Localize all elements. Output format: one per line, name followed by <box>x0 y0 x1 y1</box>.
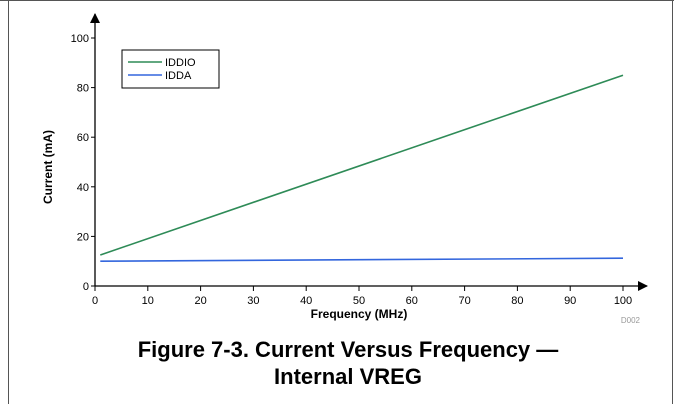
x-tick-label: 30 <box>247 295 259 307</box>
legend-box <box>121 49 220 89</box>
legend-label-iddio: IDDIO <box>165 57 196 69</box>
x-tick-label: 50 <box>353 295 365 307</box>
x-tick-label: 100 <box>614 295 632 307</box>
x-tick-label: 40 <box>300 295 312 307</box>
x-tick-label: 60 <box>406 295 418 307</box>
frame-top-border <box>0 0 674 1</box>
x-tick-label: 0 <box>92 295 98 307</box>
series-line-iddio <box>100 74 624 256</box>
y-tick-label: 20 <box>77 231 89 243</box>
y-tick-label: 60 <box>77 132 89 144</box>
legend-label-idda: IDDA <box>165 70 192 82</box>
y-tick-label: 100 <box>71 33 89 45</box>
x-tick-label: 20 <box>194 295 206 307</box>
figure-caption: Figure 7-3. Current Versus Frequency — I… <box>137 337 559 389</box>
y-ticks: 0 20 40 60 80 100 <box>71 33 95 293</box>
series-lines <box>100 74 624 262</box>
x-tick-label: 90 <box>564 295 576 307</box>
x-ticks: 0 10 20 30 40 50 60 70 80 90 100 <box>92 286 632 307</box>
series-line-idda <box>100 257 624 262</box>
y-tick-label: 40 <box>77 182 89 194</box>
x-tick-label: 10 <box>142 295 154 307</box>
frame-left-border <box>8 0 9 404</box>
y-tick-label: 0 <box>83 281 89 293</box>
y-tick-label: 80 <box>77 83 89 95</box>
y-axis-label: Current (mA) <box>41 130 55 204</box>
x-axis-label: Frequency (MHz) <box>311 307 408 321</box>
frame-right-border <box>672 0 673 404</box>
x-tick-label: 70 <box>458 295 470 307</box>
x-tick-label: 80 <box>511 295 523 307</box>
figure-code: D002 <box>621 316 641 325</box>
